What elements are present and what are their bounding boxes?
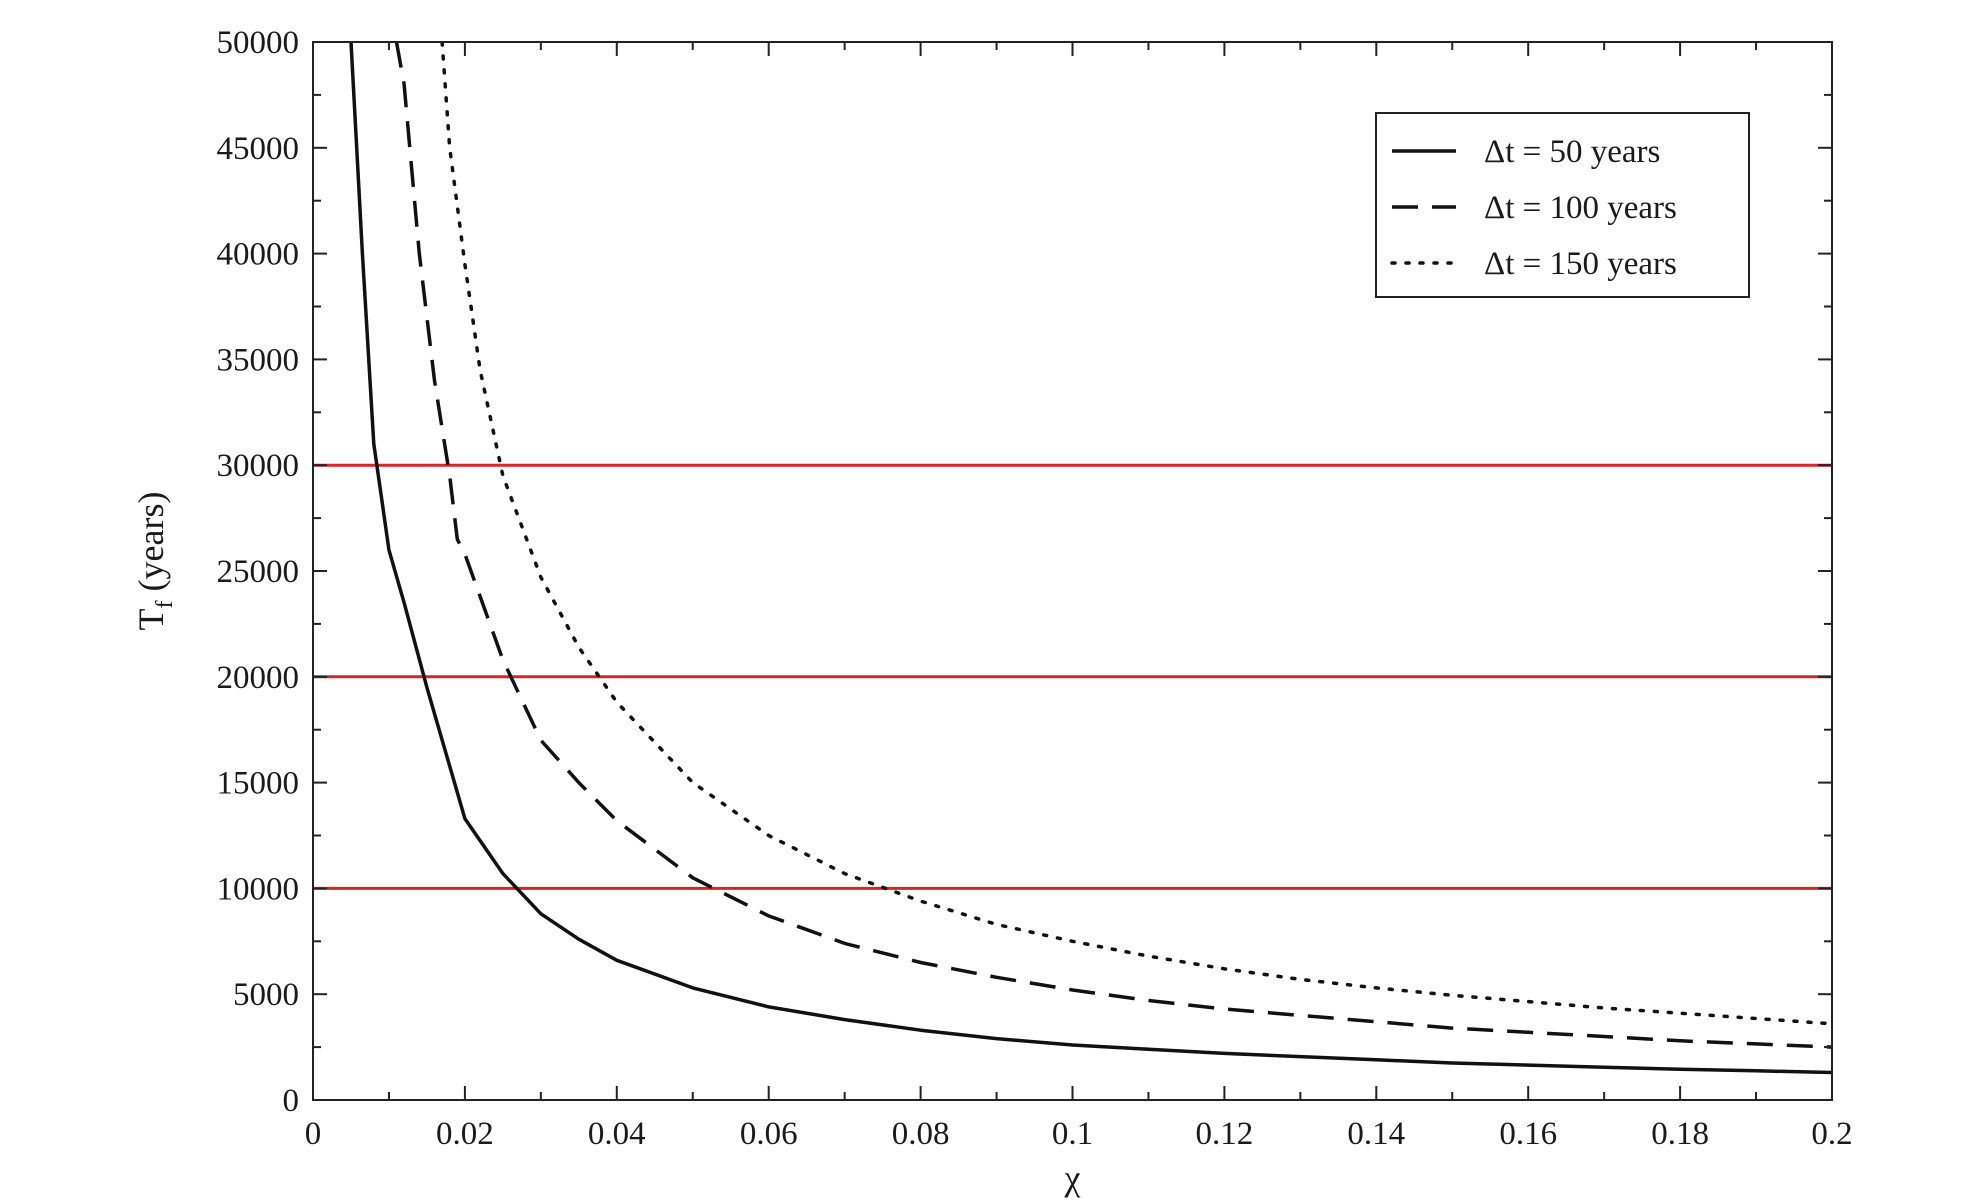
series-line-1	[349, 42, 1832, 1075]
x-tick-label: 0.14	[1347, 1116, 1405, 1152]
x-tick-label: 0	[305, 1116, 322, 1152]
y-tick-label: 30000	[217, 448, 300, 484]
y-tick-label: 0	[283, 1083, 300, 1119]
legend: Δt = 50 years Δt = 100 years Δt = 150 year…	[1375, 112, 1750, 298]
x-tick-label: 0.16	[1499, 1116, 1557, 1152]
x-tick-label: 0.1	[1052, 1116, 1093, 1152]
series-line-3	[440, 42, 1832, 1026]
y-tick-label: 45000	[217, 131, 300, 167]
y-tick-label: 50000	[217, 25, 300, 61]
x-tick-label: 0.12	[1196, 1116, 1254, 1152]
x-axis-label: χ	[1064, 1158, 1081, 1198]
y-tick-label: 10000	[217, 871, 300, 907]
tick-labels: 0 0.02 0.04 0.06 0.08 0.1 0.12 0.14 0.16 0.18 0.2 0…	[217, 25, 1853, 1152]
x-tick-label: 0.2	[1811, 1116, 1852, 1152]
legend-label-1: Δt = 50 years	[1484, 134, 1660, 170]
y-tick-label: 25000	[217, 554, 300, 590]
y-tick-label: 5000	[233, 977, 299, 1013]
axis-ticks	[312, 41, 1833, 1101]
y-axis-label-rest: (years)	[131, 492, 171, 601]
y-tick-label: 40000	[217, 237, 300, 273]
legend-label-2: Δt = 100 years	[1484, 190, 1677, 226]
y-axis-label: Tf (years)	[131, 492, 178, 631]
series-layer	[349, 42, 1832, 1075]
x-tick-label: 0.06	[740, 1116, 798, 1152]
y-axis-label-subscript: f	[152, 600, 178, 608]
y-tick-label: 15000	[217, 766, 300, 802]
x-tick-label: 0.08	[892, 1116, 950, 1152]
y-tick-label: 35000	[217, 342, 300, 378]
x-tick-label: 0.02	[436, 1116, 494, 1152]
reference-lines	[313, 463, 1832, 890]
x-tick-label: 0.18	[1651, 1116, 1709, 1152]
legend-box	[1375, 112, 1750, 298]
series-line-2	[394, 42, 1832, 1049]
x-tick-label: 0.04	[588, 1116, 646, 1152]
legend-label-3: Δt = 150 years	[1484, 246, 1677, 282]
y-axis-label-main: T	[131, 608, 171, 630]
y-tick-label: 20000	[217, 660, 300, 696]
